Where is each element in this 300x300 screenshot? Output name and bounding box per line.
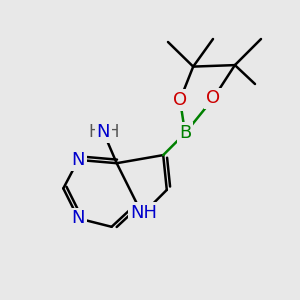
Text: N: N	[72, 209, 85, 227]
Text: N: N	[72, 151, 85, 169]
Text: O: O	[173, 91, 187, 109]
Text: O: O	[206, 89, 220, 107]
Text: H: H	[106, 123, 118, 141]
Text: H: H	[88, 123, 100, 141]
Text: N: N	[97, 123, 110, 141]
Text: B: B	[179, 124, 191, 142]
Text: NH: NH	[130, 204, 157, 222]
